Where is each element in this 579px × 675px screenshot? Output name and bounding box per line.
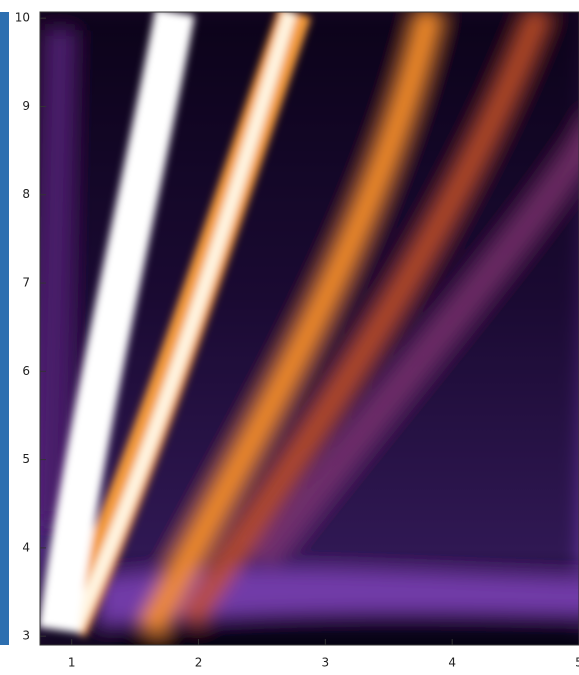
y-tick-label: 4 <box>22 540 30 554</box>
y-tick-label: 6 <box>22 364 30 378</box>
plot-frame <box>39 11 579 646</box>
x-tick-label: 1 <box>68 656 76 670</box>
y-tick-label: 5 <box>22 452 30 466</box>
x-tick-label: 3 <box>322 656 330 670</box>
y-tick-label: 10 <box>15 11 30 25</box>
x-tick-label: 4 <box>448 656 456 670</box>
left-strip <box>0 12 9 645</box>
y-tick-label: 8 <box>22 187 30 201</box>
y-tick-label: 9 <box>22 99 30 113</box>
y-tick-label: 3 <box>22 629 30 643</box>
x-tick-label: 5 <box>575 656 579 670</box>
density-image <box>40 12 579 645</box>
x-tick-label: 2 <box>195 656 203 670</box>
y-tick-label: 7 <box>22 276 30 290</box>
